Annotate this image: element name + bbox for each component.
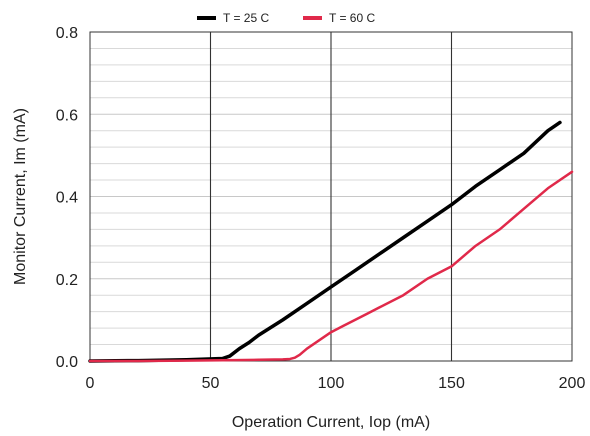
y-tick-label: 0.2 [56,272,78,289]
y-tick-label: 0.8 [56,25,78,42]
x-tick-label: 200 [559,375,586,392]
legend-label-t25c: T = 25 C [223,11,269,25]
y-axis-label: Monitor Current, Im (mA) [12,108,29,285]
x-axis-ticks: 0 50 100 150 200 [86,375,586,392]
x-tick-label: 0 [86,375,95,392]
x-tick-label: 150 [438,375,465,392]
y-tick-label: 0.0 [56,354,78,371]
y-tick-label: 0.4 [56,190,78,207]
series-line-t60c [88,170,574,363]
plot-grid [90,32,572,361]
plot-frame [89,31,573,362]
series-layer [88,120,574,363]
y-axis-ticks: 0.0 0.2 0.4 0.6 0.8 [56,25,78,371]
x-axis-label: Operation Current, Iop (mA) [232,414,430,431]
y-tick-label: 0.6 [56,107,78,124]
x-tick-label: 50 [202,375,220,392]
series-line-t25c [88,120,562,363]
legend: T = 25 C T = 60 C [197,11,375,25]
legend-label-t60c: T = 60 C [329,11,375,25]
x-tick-label: 100 [318,375,345,392]
